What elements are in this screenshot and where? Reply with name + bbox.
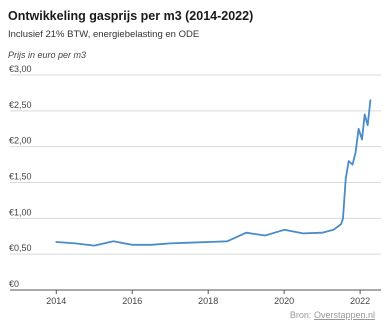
x-tick-label: 2018 bbox=[198, 296, 218, 306]
gas-price-series-line bbox=[55, 99, 372, 247]
chart-title: Ontwikkeling gasprijs per m3 (2014-2022) bbox=[8, 9, 254, 23]
y-tick-label: €3,00 bbox=[9, 64, 32, 74]
source-prefix: Bron: bbox=[289, 310, 312, 320]
y-tick-label: €2,50 bbox=[9, 100, 32, 110]
y-axis-unit-note: Prijs in euro per m3 bbox=[8, 50, 87, 60]
y-tick-label: €0 bbox=[9, 279, 19, 289]
y-tick-label: €1,00 bbox=[9, 207, 32, 217]
x-tick-label: 2020 bbox=[274, 296, 294, 306]
chart-subtitle: Inclusief 21% BTW, energiebelasting en O… bbox=[8, 29, 200, 40]
source-attribution: Bron: Overstappen.nl bbox=[290, 310, 375, 320]
x-tick-label: 2016 bbox=[122, 296, 142, 306]
y-tick-label: €1,50 bbox=[9, 172, 32, 182]
y-tick-label: €0,50 bbox=[9, 243, 32, 253]
source-link[interactable]: Overstappen.nl bbox=[313, 310, 375, 320]
x-tick-label: 2014 bbox=[46, 296, 66, 306]
x-tick-label: 2022 bbox=[350, 296, 370, 306]
y-tick-label: €2,00 bbox=[9, 136, 32, 146]
